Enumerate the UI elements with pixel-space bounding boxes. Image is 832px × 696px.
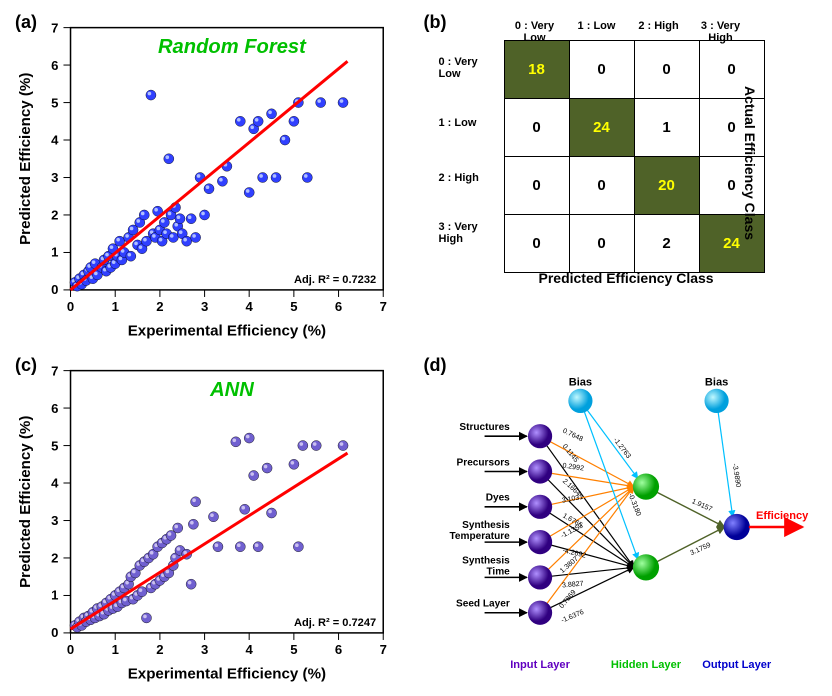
svg-text:0: 0 [67,299,74,314]
svg-text:7: 7 [51,364,58,379]
svg-text:Temperature: Temperature [449,531,510,542]
ann-svg: 0.76480.11450.29922.16643.10311.6765-1.1… [419,353,823,691]
svg-text:3: 3 [51,170,58,185]
svg-text:7: 7 [380,642,387,657]
svg-text:5: 5 [290,299,297,314]
svg-text:5: 5 [51,438,58,453]
svg-text:0: 0 [51,282,58,297]
svg-text:3: 3 [51,513,58,528]
output-label: Efficiency [755,510,808,522]
conf-xlabel: Predicted Efficiency Class [539,270,714,286]
svg-text:Dyes: Dyes [485,493,509,504]
svg-text:2: 2 [156,642,163,657]
scatter-a-svg: 0 1 2 3 4 5 6 7 0 1 2 3 4 5 6 7 Random Forest Adj.… [10,10,414,348]
bias-label-2: Bias [704,377,727,389]
bias-label-1: Bias [568,377,591,389]
svg-text:1: 1 [112,299,119,314]
panel-d-label: (d) [424,355,447,376]
svg-text:2: 2 [156,299,163,314]
panel-c-ylabel: Predicted Efficiency (%) [17,415,34,587]
svg-text:3: 3 [201,642,208,657]
panel-a-ylabel: Predicted Efficiency (%) [17,73,34,245]
svg-text:7: 7 [380,299,387,314]
scatter-c-svg: 0 1 2 3 4 5 6 7 0 1 2 3 4 5 6 7 ANN Adj. R² = 0.72… [10,353,414,691]
svg-text:5: 5 [290,642,297,657]
svg-text:Synthesis: Synthesis [462,555,510,566]
svg-text:-3.9890: -3.9890 [730,463,741,488]
hidden-layer-label: Hidden Layer [610,659,681,671]
svg-text:Structures: Structures [459,422,510,433]
panel-c-xlabel: Experimental Efficiency (%) [128,665,326,682]
panel-c-scatter-ann: (c) 0 1 2 3 4 5 6 7 [10,353,414,691]
panel-a-r2: Adj. R² = 0.7232 [294,274,376,286]
panel-d-ann-diagram: (d) 0.76480.11450.29922.16643.10311.6765… [419,353,823,691]
svg-text:2: 2 [51,550,58,565]
panel-a-xlabel: Experimental Efficiency (%) [128,322,326,339]
svg-text:6: 6 [335,299,342,314]
conf-row-headers: 0 : Very Low 1 : Low 2 : High 3 : Very H… [439,40,499,260]
svg-text:0.7869: 0.7869 [558,589,577,610]
svg-text:Seed Layer: Seed Layer [456,599,510,610]
svg-text:6: 6 [51,401,58,416]
svg-text:6: 6 [335,642,342,657]
svg-text:0: 0 [67,642,74,657]
svg-text:1: 1 [112,642,119,657]
confusion-table: 180 00 024 10 00 200 00 224 [504,40,765,273]
scatter-a-points [70,90,348,291]
input-layer-label: Input Layer [510,659,570,671]
panel-c-label: (c) [15,355,37,376]
panel-c-title: ANN [209,379,254,401]
svg-text:1: 1 [51,245,58,260]
svg-text:4: 4 [51,133,59,148]
output-layer-label: Output Layer [702,659,772,671]
panel-b-confusion-matrix: (b) 0 : Very Low 1 : Low 2 : High 3 : Ve… [419,10,823,348]
svg-text:6: 6 [51,58,58,73]
conf-ylabel: Actual Efficiency Class [742,86,758,240]
panel-a-scatter-random-forest: (a) 0 1 2 3 4 5 6 7 [10,10,414,348]
svg-text:3.8827: 3.8827 [561,580,583,589]
svg-text:2: 2 [51,207,58,222]
svg-text:Time: Time [486,566,510,577]
panel-b-label: (b) [424,12,447,33]
svg-text:0: 0 [51,625,58,640]
svg-text:5: 5 [51,95,58,110]
panel-a-label: (a) [15,12,37,33]
svg-text:-1.6376: -1.6376 [560,609,585,625]
svg-text:4: 4 [51,476,59,491]
svg-text:0.1145: 0.1145 [560,443,579,464]
svg-text:7: 7 [51,21,58,36]
panel-c-r2: Adj. R² = 0.7247 [294,617,376,629]
svg-text:4: 4 [246,299,254,314]
svg-text:0.7648: 0.7648 [561,428,584,444]
svg-text:3.1759: 3.1759 [689,542,712,557]
svg-text:3.1031: 3.1031 [561,494,584,505]
svg-text:4: 4 [246,642,254,657]
svg-text:1: 1 [51,587,58,602]
panel-a-title: Random Forest [158,36,307,58]
svg-text:3: 3 [201,299,208,314]
svg-text:Synthesis: Synthesis [462,520,510,531]
svg-text:1.3807: 1.3807 [558,555,579,574]
svg-text:Precursors: Precursors [456,457,510,468]
